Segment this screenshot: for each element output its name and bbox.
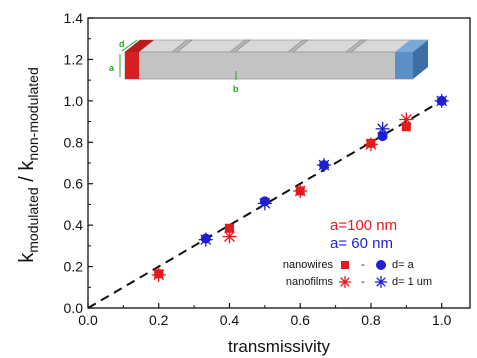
- legend-star-shape: [375, 276, 387, 288]
- data-point-square: [224, 223, 234, 233]
- reference-line: [87, 99, 443, 309]
- y-axis-title-main: k: [16, 252, 38, 263]
- data-point-star: [222, 229, 237, 244]
- x-tick-label: 0.2: [149, 312, 169, 328]
- x-axis-title: transmissivity: [228, 337, 331, 356]
- legend-star-shape: [339, 276, 351, 288]
- legend-marker-red-square: [341, 261, 349, 269]
- legend-label-nanowires: nanowires: [283, 259, 334, 271]
- label-d: d: [119, 39, 125, 49]
- data-point-star: [316, 158, 331, 173]
- x-tick-label: 0.8: [361, 312, 381, 328]
- y-axis-title-sub2: non-modulated: [25, 67, 41, 160]
- bar-left-end: [125, 52, 139, 79]
- data-point-star: [293, 183, 308, 198]
- data-point-star: [257, 196, 272, 211]
- bar-notches: [170, 39, 368, 53]
- bar-right-end-top: [395, 40, 428, 52]
- legend-text-d-1um: d= 1 um: [392, 276, 432, 288]
- x-tick-label: 0.6: [290, 312, 310, 328]
- legend-dash-1: -: [361, 259, 365, 271]
- legend-marker-blue-circle: [376, 260, 386, 270]
- bar-right-end-side: [413, 40, 428, 79]
- legend-dash-2: -: [361, 276, 365, 288]
- series-3: [198, 93, 449, 247]
- y-tick-label: 1.4: [64, 10, 84, 26]
- data-point-star: [434, 93, 449, 108]
- x-axis: 0.0 0.2 0.4 0.6 0.8 1.0: [78, 303, 452, 328]
- legend-label-nanofilms: nanofilms: [286, 276, 334, 288]
- data-point-circle: [377, 131, 388, 142]
- y-axis-title-sub1: modulated: [25, 187, 41, 252]
- y-tick-label: 1.2: [64, 51, 84, 67]
- y-tick-label: 0.0: [64, 300, 84, 316]
- y-tick-label: 0.4: [64, 217, 84, 233]
- data-point-star: [375, 121, 390, 136]
- bar-top-face: [123, 39, 430, 53]
- y-tick-label: 0.2: [64, 259, 84, 275]
- legend-marker-blue-star: [375, 276, 387, 288]
- x-tick-label: 0.0: [78, 312, 98, 328]
- x-tick-label: 0.4: [220, 312, 240, 328]
- legend: nanowires - d= a nanofilms - d= 1 um: [283, 259, 432, 288]
- series-layer: [151, 93, 449, 282]
- y-axis-title: kmodulated / knon-modulated: [16, 67, 41, 262]
- bar-front-face: [124, 51, 414, 80]
- x-tick-label: 1.0: [432, 312, 452, 328]
- legend-marker-red-star: [339, 276, 351, 288]
- y-axis: 0.0 0.2 0.4 0.6 0.8 1.0 1.2 1.4: [64, 10, 93, 316]
- data-point-star: [198, 232, 213, 247]
- series-1: [151, 112, 414, 282]
- y-axis-title-sep: /: [16, 171, 38, 188]
- label-a: a: [109, 63, 115, 73]
- y-tick-label: 0.8: [64, 134, 84, 150]
- legend-text-d-a: d= a: [392, 259, 415, 271]
- dim-d-arrow: [121, 39, 138, 52]
- annotation-a-red: a=100 nm: [330, 217, 397, 234]
- inset-schematic: d a b: [109, 39, 430, 94]
- label-b: b: [233, 84, 239, 94]
- bar-right-end: [395, 52, 413, 79]
- y-axis-title-main-2: k: [16, 160, 38, 171]
- y-tick-label: 1.0: [64, 93, 84, 109]
- annotation-a-blue: a= 60 nm: [330, 235, 393, 252]
- data-point-star: [151, 267, 166, 282]
- data-point-square: [401, 122, 411, 132]
- y-tick-label: 0.6: [64, 176, 84, 192]
- data-point-star: [363, 137, 378, 152]
- bar-left-end-top: [125, 40, 154, 52]
- data-point-star: [399, 112, 414, 127]
